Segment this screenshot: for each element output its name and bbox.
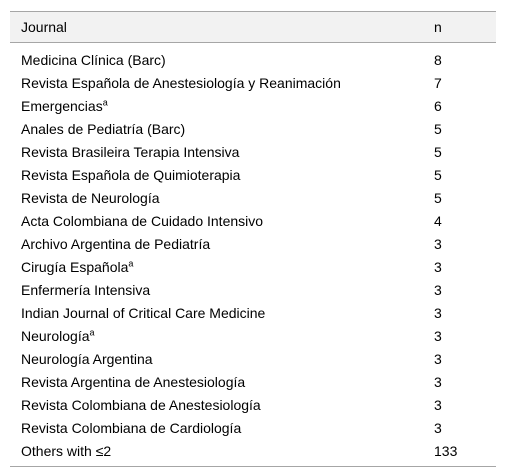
table-row: Revista Colombiana de Anestesiología 3 [10, 393, 496, 416]
count-cell: 3 [434, 281, 442, 298]
journal-name: Revista Española de Anestesiología y Rea… [21, 74, 341, 91]
journal-name: Indian Journal of Critical Care Medicine [21, 304, 266, 321]
header-n: n [434, 19, 442, 35]
count-cell: 3 [434, 235, 442, 252]
count-cell: 3 [434, 304, 442, 321]
journal-cell: Others with ≤2 [10, 439, 434, 467]
journal-cell: Cirugía Españolaa [10, 255, 434, 278]
count-cell: 7 [434, 74, 442, 91]
journal-cell: Revista Colombiana de Anestesiología [10, 393, 434, 416]
journal-name: Archivo Argentina de Pediatría [21, 235, 211, 252]
count-cell: 5 [434, 143, 442, 160]
count-cell: 133 [434, 442, 458, 459]
journal-name: Emergencias [21, 97, 103, 114]
count-cell: 5 [434, 120, 442, 137]
journal-name: Enfermería Intensiva [21, 281, 151, 298]
journal-table: Journal n Medicina Clínica (Barc) 8 Revist… [10, 11, 496, 467]
footnote-marker: a [102, 96, 108, 107]
journal-cell: Neurologíaa [10, 324, 434, 347]
journal-cell: Revista Española de Anestesiología y Rea… [10, 71, 434, 94]
table-row: Revista Colombiana de Cardiología 3 [10, 416, 496, 439]
table-row: Acta Colombiana de Cuidado Intensivo 4 [10, 209, 496, 232]
journal-cell: Archivo Argentina de Pediatría [10, 232, 434, 255]
count-cell: 3 [434, 327, 442, 344]
journal-cell: Revista de Neurología [10, 186, 434, 209]
journal-name: Revista Argentina de Anestesiología [21, 373, 246, 390]
journal-name: Neurología [21, 327, 90, 344]
table-row: Revista Española de Quimioterapia 5 [10, 163, 496, 186]
journal-name: Revista Colombiana de Anestesiología [21, 396, 261, 413]
journal-name: Acta Colombiana de Cuidado Intensivo [21, 212, 264, 229]
table-row: Medicina Clínica (Barc) 8 [10, 43, 496, 72]
footnote-marker: a [89, 326, 95, 337]
journal-cell: Enfermería Intensiva [10, 278, 434, 301]
journal-name: Anales de Pediatría (Barc) [21, 120, 186, 137]
journal-name: Revista Brasileira Terapia Intensiva [21, 143, 240, 160]
count-cell: 3 [434, 373, 442, 390]
count-cell: 3 [434, 419, 442, 436]
count-cell: 8 [434, 51, 442, 68]
count-cell: 5 [434, 189, 442, 206]
journal-table-container: Journal n Medicina Clínica (Barc) 8 Revist… [10, 11, 496, 467]
count-cell: 3 [434, 396, 442, 413]
table-row: Neurología Argentina 3 [10, 347, 496, 370]
table-row: Revista Española de Anestesiología y Rea… [10, 71, 496, 94]
journal-name: Others with ≤2 [21, 442, 112, 459]
journal-cell: Medicina Clínica (Barc) [10, 43, 434, 72]
count-cell: 6 [434, 97, 442, 114]
table-row: Revista Argentina de Anestesiología 3 [10, 370, 496, 393]
journal-name: Cirugía Española [21, 258, 129, 275]
count-cell: 3 [434, 258, 442, 275]
table-row: Revista de Neurología 5 [10, 186, 496, 209]
journal-cell: Revista Argentina de Anestesiología [10, 370, 434, 393]
count-cell: 5 [434, 166, 442, 183]
table-header: Journal n [10, 11, 496, 43]
count-cell: 4 [434, 212, 442, 229]
journal-cell: Revista Colombiana de Cardiología [10, 416, 434, 439]
journal-cell: Revista Española de Quimioterapia [10, 163, 434, 186]
table-row: Emergenciasa 6 [10, 94, 496, 117]
journal-name: Revista Española de Quimioterapia [21, 166, 241, 183]
journal-cell: Revista Brasileira Terapia Intensiva [10, 140, 434, 163]
journal-name: Neurología Argentina [21, 350, 153, 367]
journal-name: Revista de Neurología [21, 189, 160, 206]
table-row: Archivo Argentina de Pediatría 3 [10, 232, 496, 255]
journal-name: Medicina Clínica (Barc) [21, 51, 166, 68]
footnote-marker: a [128, 257, 134, 268]
journal-cell: Emergenciasa [10, 94, 434, 117]
journal-cell: Indian Journal of Critical Care Medicine [10, 301, 434, 324]
journal-cell: Acta Colombiana de Cuidado Intensivo [10, 209, 434, 232]
table-row: Indian Journal of Critical Care Medicine… [10, 301, 496, 324]
journal-cell: Anales de Pediatría (Barc) [10, 117, 434, 140]
table-body: Medicina Clínica (Barc) 8 Revista Española… [10, 43, 496, 467]
header-row: Journal n [10, 11, 496, 43]
table-row: Revista Brasileira Terapia Intensiva 5 [10, 140, 496, 163]
count-cell: 3 [434, 350, 442, 367]
table-row: Anales de Pediatría (Barc) 5 [10, 117, 496, 140]
journal-cell: Neurología Argentina [10, 347, 434, 370]
table-row: Others with ≤2 133 [10, 439, 496, 467]
table-row: Cirugía Españolaa 3 [10, 255, 496, 278]
journal-name: Revista Colombiana de Cardiología [21, 419, 242, 436]
table-row: Enfermería Intensiva 3 [10, 278, 496, 301]
table-row: Neurologíaa 3 [10, 324, 496, 347]
header-journal: Journal [21, 19, 67, 35]
